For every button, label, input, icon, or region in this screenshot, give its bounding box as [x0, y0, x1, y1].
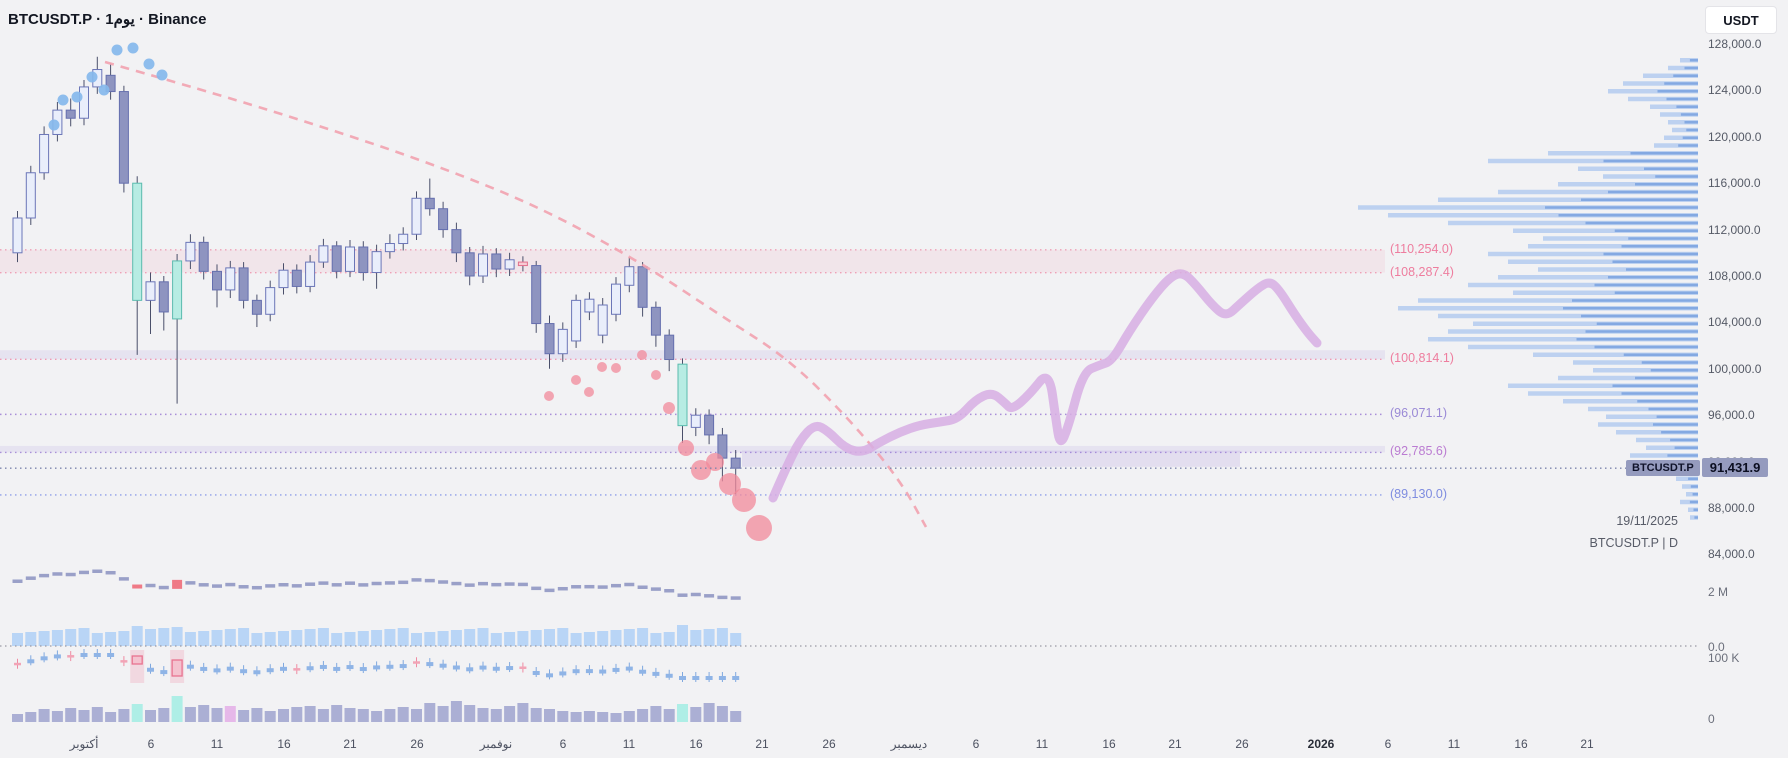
price-tick: 116,000.0 [1708, 176, 1761, 191]
indicator-scale-label: 100 K [1708, 651, 1740, 665]
time-tick: 16 [1102, 737, 1116, 751]
time-tick: 6 [972, 737, 980, 751]
price-tick: 112,000.0 [1708, 222, 1761, 237]
symbol-title[interactable]: BTCUSDT.P · 1يوم · Binance [8, 11, 207, 28]
price-tick: 84,000.0 [1708, 547, 1755, 562]
time-tick: 11 [210, 737, 224, 751]
time-tick: 6 [147, 737, 155, 751]
price-level-label: (100,814.1) [1390, 351, 1454, 366]
time-tick: ديسمبر [890, 737, 928, 751]
indicator-scale-label: 0 [1708, 712, 1715, 726]
time-tick: 21 [1168, 737, 1182, 751]
last-price-symbol: BTCUSDT.P [1626, 459, 1700, 476]
time-tick: نوفمبر [479, 737, 513, 751]
time-tick: 11 [1447, 737, 1461, 751]
time-tick: 6 [559, 737, 567, 751]
time-tick: 16 [1514, 737, 1528, 751]
price-tick: 96,000.0 [1708, 408, 1755, 423]
time-tick: 16 [277, 737, 291, 751]
time-tick: 11 [622, 737, 636, 751]
price-level-label: (92,785.6) [1390, 444, 1447, 459]
time-tick: 21 [343, 737, 357, 751]
indicator-scale-label: 0.0 [1708, 640, 1725, 654]
price-tick: 100,000.0 [1708, 361, 1762, 376]
price-tick: 104,000.0 [1708, 315, 1762, 330]
time-tick: 2026 [1307, 737, 1335, 751]
info-symbol-timeframe: BTCUSDT.P | D [1589, 536, 1678, 550]
time-tick: 26 [410, 737, 424, 751]
price-level-label: (110,254.0) [1390, 241, 1454, 256]
price-tick: 88,000.0 [1708, 501, 1755, 515]
price-tick: 124,000.0 [1708, 83, 1762, 98]
price-level-label: (108,287.4) [1390, 264, 1454, 279]
price-tick: 128,000.0 [1708, 37, 1762, 51]
time-tick: 21 [1580, 737, 1594, 751]
time-tick: 21 [755, 737, 769, 751]
price-level-label: (96,071.1) [1390, 406, 1447, 421]
last-price-label: BTCUSDT.P 91,431.9 [1626, 458, 1769, 478]
currency-toggle-button[interactable]: USDT [1705, 6, 1777, 34]
indicator-scale-label: 2 M [1708, 585, 1729, 599]
last-price-value: 91,431.9 [1701, 458, 1769, 478]
price-tick: 108,000.0 [1708, 269, 1762, 283]
time-tick: 16 [689, 737, 703, 751]
time-tick: 6 [1384, 737, 1392, 751]
time-tick: أكتوبر [69, 737, 99, 751]
time-tick: 26 [1235, 737, 1249, 751]
price-level-label: (89,130.0) [1390, 486, 1447, 501]
price-tick: 120,000.0 [1708, 129, 1762, 144]
time-tick: 26 [822, 737, 836, 751]
info-date: 19/11/2025 [1616, 514, 1678, 528]
time-tick: 11 [1035, 737, 1049, 751]
